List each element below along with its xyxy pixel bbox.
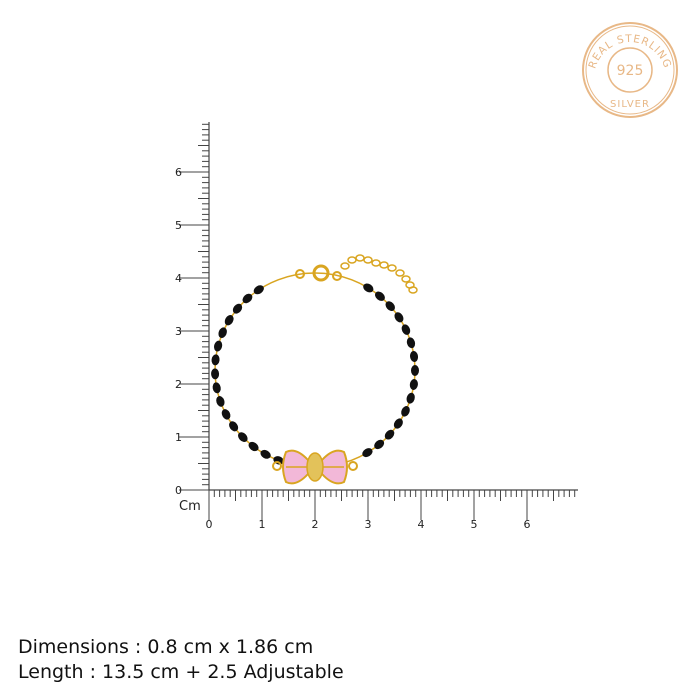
black-bead	[224, 315, 234, 326]
extension-chain-link	[408, 286, 418, 294]
black-bead	[363, 283, 374, 293]
black-bead	[211, 354, 220, 366]
x-tick-label: 5	[471, 518, 478, 531]
extension-chain-link	[347, 256, 357, 264]
extension-chain-link	[371, 259, 381, 267]
black-bead	[242, 293, 253, 304]
black-bead	[393, 418, 403, 429]
bracelet-image	[211, 254, 419, 485]
unit-label: Cm	[179, 499, 201, 514]
black-bead	[401, 324, 411, 335]
black-bead	[212, 382, 221, 394]
x-tick-label: 0	[206, 518, 213, 531]
y-tick-label: 0	[175, 484, 182, 497]
bow-left-loop	[272, 461, 282, 471]
black-bead	[409, 379, 418, 390]
black-bead	[406, 337, 416, 349]
seal-inner-ring	[585, 25, 675, 115]
y-tick-label: 3	[175, 325, 182, 338]
extension-chain-link	[340, 262, 350, 270]
extension-chain-link	[379, 261, 389, 269]
measurement-ruler: 0 1 2 3 4 5 6 0 1 2 3 4 5 6 Cm	[175, 122, 578, 531]
black-bead	[374, 439, 385, 450]
x-tick-label: 2	[312, 518, 319, 531]
black-bead	[248, 441, 259, 452]
seal-center-text: 925	[617, 63, 644, 79]
black-bead	[211, 368, 220, 380]
black-bead	[375, 291, 385, 301]
black-bead	[221, 409, 231, 420]
black-bead	[232, 303, 243, 314]
x-tick-label: 4	[418, 518, 425, 531]
bow-right-loop	[348, 461, 358, 471]
black-bead	[260, 449, 271, 459]
black-bead	[406, 392, 415, 404]
x-tick-label: 3	[365, 518, 372, 531]
jump-ring	[295, 269, 305, 279]
y-tick-label: 4	[175, 272, 182, 285]
y-tick-label: 5	[175, 219, 182, 232]
black-bead	[253, 285, 264, 295]
x-tick-label: 1	[259, 518, 266, 531]
x-tick-label: 6	[524, 518, 531, 531]
bow-knot	[306, 452, 324, 482]
black-bead	[218, 327, 227, 339]
extension-chain-link	[387, 264, 397, 272]
dimensions-text: Dimensions : 0.8 cm x 1.86 cm	[18, 636, 314, 658]
y-tick-label: 2	[175, 378, 182, 391]
black-bead	[229, 421, 239, 432]
black-bead	[409, 351, 419, 362]
black-bead	[213, 340, 223, 352]
black-bead	[362, 448, 373, 458]
y-tick-label: 6	[175, 166, 182, 179]
seal-bottom-text: SILVER	[610, 99, 650, 110]
spring-ring-clasp	[312, 264, 330, 282]
extension-chain-link	[355, 254, 365, 262]
extension-chain-link	[401, 275, 411, 283]
black-bead	[401, 406, 410, 417]
jump-ring	[332, 271, 342, 281]
black-bead	[216, 396, 225, 407]
black-bead	[410, 365, 419, 377]
black-bead	[384, 429, 395, 440]
extension-chain-link	[395, 269, 405, 277]
seal-outer-ring	[582, 22, 678, 118]
seal-center-ring	[607, 47, 653, 93]
length-text: Length : 13.5 cm + 2.5 Adjustable	[18, 661, 344, 683]
black-bead	[385, 301, 395, 312]
y-tick-label: 1	[175, 431, 182, 444]
black-bead	[394, 312, 404, 323]
extension-chain-link	[363, 256, 373, 264]
black-bead	[238, 432, 248, 442]
